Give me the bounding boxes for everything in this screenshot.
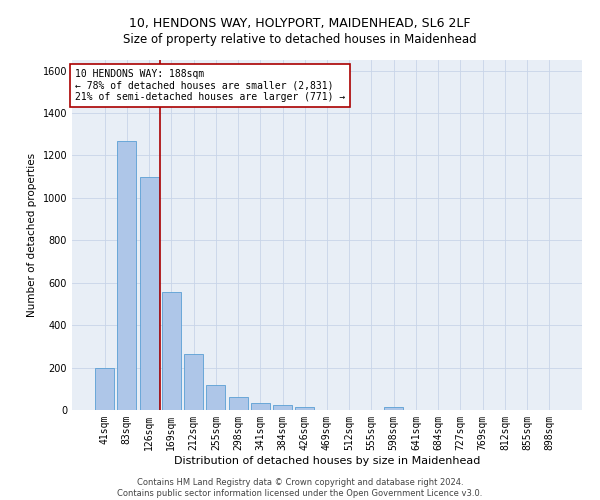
- Text: 10 HENDONS WAY: 188sqm
← 78% of detached houses are smaller (2,831)
21% of semi-: 10 HENDONS WAY: 188sqm ← 78% of detached…: [74, 68, 345, 102]
- Bar: [184, 354, 203, 410]
- Bar: [118, 140, 136, 410]
- Y-axis label: Number of detached properties: Number of detached properties: [27, 153, 37, 317]
- Text: 10, HENDONS WAY, HOLYPORT, MAIDENHEAD, SL6 2LF: 10, HENDONS WAY, HOLYPORT, MAIDENHEAD, S…: [129, 18, 471, 30]
- Bar: [273, 404, 292, 410]
- Text: Size of property relative to detached houses in Maidenhead: Size of property relative to detached ho…: [123, 32, 477, 46]
- Bar: [95, 368, 114, 410]
- Bar: [229, 398, 248, 410]
- Bar: [295, 407, 314, 410]
- Text: Contains HM Land Registry data © Crown copyright and database right 2024.
Contai: Contains HM Land Registry data © Crown c…: [118, 478, 482, 498]
- Bar: [384, 407, 403, 410]
- Bar: [140, 176, 158, 410]
- Bar: [162, 292, 181, 410]
- X-axis label: Distribution of detached houses by size in Maidenhead: Distribution of detached houses by size …: [174, 456, 480, 466]
- Bar: [251, 402, 270, 410]
- Bar: [206, 384, 225, 410]
